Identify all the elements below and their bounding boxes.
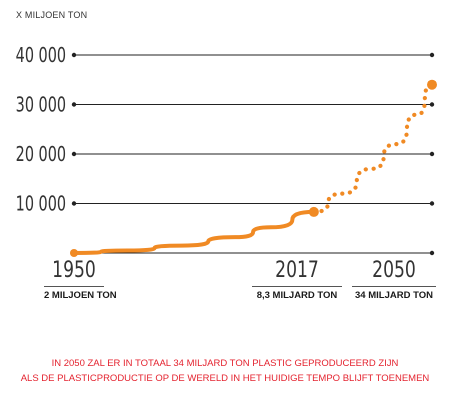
y-tick-label: 40 000 (16, 45, 66, 68)
plastic-production-chart: 40 000 30 000 20 000 10 000 (16, 45, 437, 257)
x-label-2050: 2050 34 MILJARD TON (352, 258, 436, 301)
gridline-start-dot (71, 201, 77, 206)
gridline-end-dot (429, 250, 435, 256)
footnote-line-2: ALS DE PLASTICPRODUCTIE OP DE WERELD IN … (20, 373, 430, 384)
data-point-marker (427, 79, 437, 90)
gridline-start-dot (71, 52, 77, 58)
x-label-divider (352, 286, 436, 287)
x-tick-year: 2017 (275, 258, 319, 283)
projection-line (311, 82, 435, 215)
x-tick-amount: 8,3 MILJARD TON (256, 290, 338, 301)
x-label-2017: 2017 8,3 MILJARD TON (252, 258, 342, 301)
gridline-start-dot (71, 151, 77, 157)
x-label-divider (252, 286, 342, 287)
history-line (72, 209, 316, 255)
x-tick-year: 1950 (52, 258, 96, 283)
gridline-end-dot (429, 201, 435, 206)
gridline-start-dot (71, 102, 77, 107)
y-tick-label: 10 000 (16, 193, 66, 216)
x-tick-year: 2050 (372, 258, 416, 283)
gridline-end-dot (429, 52, 435, 58)
y-tick-label: 30 000 (16, 94, 66, 117)
x-tick-amount: 2 MILJOEN TON (44, 290, 117, 301)
data-point-marker (70, 248, 78, 257)
x-label-1950: 1950 2 MILJOEN TON (44, 258, 117, 301)
gridline-end-dot (429, 102, 435, 107)
data-point-marker (308, 206, 319, 217)
x-label-divider (44, 286, 104, 287)
footnote-line-1: IN 2050 ZAL ER IN TOTAAL 34 MILJARD TON … (51, 358, 399, 369)
gridline-end-dot (429, 151, 435, 157)
y-tick-label: 20 000 (16, 144, 66, 167)
x-tick-amount: 34 MILJARD TON (355, 290, 433, 301)
y-axis-unit-label: X MILJOEN TON (16, 10, 88, 20)
